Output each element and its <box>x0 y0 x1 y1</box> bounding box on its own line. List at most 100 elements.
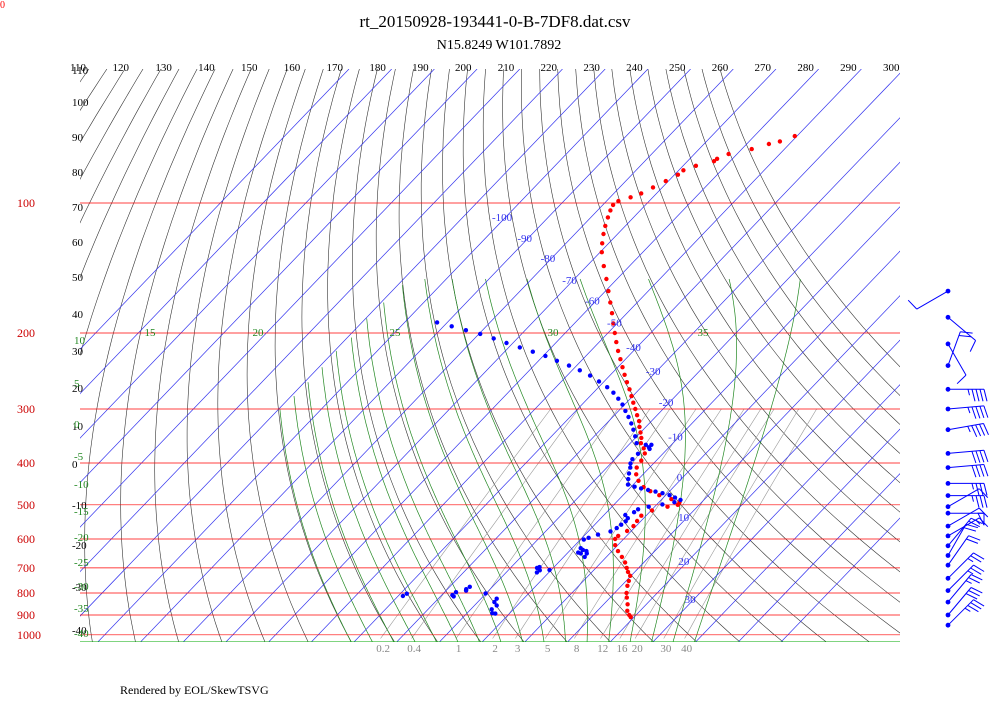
theta-label: 290 <box>840 62 857 74</box>
temperature-point <box>639 436 643 440</box>
dewpoint-point <box>653 489 657 493</box>
isotherm-label: -30 <box>646 366 661 378</box>
dewpoint-point <box>620 402 624 406</box>
wind-barb-staff <box>948 450 984 453</box>
wind-barb-feather <box>972 426 977 437</box>
dewpoint-point <box>555 359 559 363</box>
pressure-label: 300 <box>17 402 35 416</box>
pressure-label: 100 <box>17 196 35 210</box>
temperature-point <box>637 419 641 423</box>
moist-adiabat-left-label: -15 <box>74 506 89 518</box>
temperature-point <box>631 401 635 405</box>
wind-barb-feather <box>969 578 980 583</box>
isotherm-label: -10 <box>668 432 683 444</box>
temperature-point <box>625 566 629 570</box>
temperature-point <box>625 595 629 599</box>
moist-adiabat <box>308 382 395 644</box>
temperature-point <box>601 232 605 236</box>
temperature-point <box>637 425 641 429</box>
temperature-point <box>616 549 620 553</box>
mixing-ratio-label: 1 <box>456 643 462 655</box>
dewpoint-point <box>504 341 508 345</box>
temperature-point <box>635 519 639 523</box>
dewpoint-point <box>464 328 468 332</box>
wind-barb-feather <box>976 465 980 477</box>
dry-adiabat <box>0 69 107 642</box>
wind-barb-staff <box>948 489 979 507</box>
moist-adiabat-label: 20 <box>253 327 265 339</box>
temperature-point <box>639 514 643 518</box>
temperature-point <box>726 152 730 156</box>
moist-adiabat-left-label: -30 <box>74 581 89 593</box>
dewpoint-point <box>611 391 615 395</box>
dewpoint-point <box>547 568 551 572</box>
temperature-point <box>650 508 654 512</box>
wind-barb-feather <box>984 406 988 418</box>
wind-barb-staff <box>948 424 984 430</box>
isotherm <box>482 69 1000 642</box>
wind-barb-feather <box>980 424 985 435</box>
moist-adiabat <box>280 409 352 644</box>
wind-barb-staff <box>948 588 971 616</box>
mixing-ratio-label: 40 <box>681 643 693 655</box>
wind-barb <box>946 465 988 478</box>
dry-adiabat <box>328 69 438 642</box>
wind-barb-feather <box>984 465 988 477</box>
wind-barb <box>946 553 985 581</box>
wind-barb-staff <box>948 332 960 366</box>
isotherm <box>781 69 1000 642</box>
dewpoint-profile <box>401 320 683 616</box>
dewpoint-point <box>531 350 535 354</box>
temperature-point <box>616 534 620 538</box>
temperature-point <box>639 441 643 445</box>
wind-barb-half-feather <box>968 389 970 395</box>
dewpoint-point <box>582 537 586 541</box>
wind-barb-staff <box>948 524 966 555</box>
dewpoint-point <box>660 502 664 506</box>
theta-label: 170 <box>327 62 344 74</box>
isotherm-label: -80 <box>541 253 556 265</box>
dry-adiabat <box>463 69 697 642</box>
mixing-ratio-line <box>574 409 721 639</box>
wind-barb <box>946 489 988 509</box>
dewpoint-point <box>468 585 472 589</box>
temperature-point <box>694 164 698 168</box>
isotherm-label: 10 <box>678 512 690 524</box>
isotherm-label: -100 <box>492 212 513 224</box>
dewpoint-point <box>636 452 640 456</box>
dry-adiabat-label: 40 <box>72 309 84 321</box>
wind-barb-half-feather <box>972 483 974 489</box>
temperature-point <box>606 215 610 219</box>
dry-adiabat-label: 80 <box>72 167 84 179</box>
theta-label: 210 <box>498 62 515 74</box>
wind-barb-half-feather <box>968 426 971 432</box>
moist-adiabat <box>694 279 801 644</box>
wind-barb-feather <box>966 594 977 599</box>
temperature-point <box>600 250 604 254</box>
wind-barb-feather <box>984 389 987 401</box>
isotherm <box>525 69 1000 642</box>
dewpoint-point <box>586 536 590 540</box>
dewpoint-point <box>636 507 640 511</box>
temperature-point <box>651 185 655 189</box>
theta-label: 150 <box>241 62 258 74</box>
wind-barb-feather <box>964 528 976 531</box>
moist-adiabat-left-label: -35 <box>74 603 89 615</box>
wind-barb <box>946 424 989 437</box>
temperature-point <box>627 579 631 583</box>
wind-barb <box>946 600 985 628</box>
dewpoint-point <box>597 379 601 383</box>
wind-barb-feather <box>957 375 966 384</box>
theta-label: 220 <box>541 62 558 74</box>
dewpoint-point <box>405 592 409 596</box>
isotherm <box>0 69 349 642</box>
wind-barb-feather <box>966 539 978 543</box>
dewpoint-point <box>629 421 633 425</box>
dewpoint-point <box>639 486 643 490</box>
dewpoint-point <box>605 385 609 389</box>
dewpoint-point <box>624 519 628 523</box>
wind-barb-feather <box>984 424 989 435</box>
isotherm <box>12 69 562 642</box>
temperature-point <box>616 199 620 203</box>
pressure-label: 600 <box>17 532 35 546</box>
